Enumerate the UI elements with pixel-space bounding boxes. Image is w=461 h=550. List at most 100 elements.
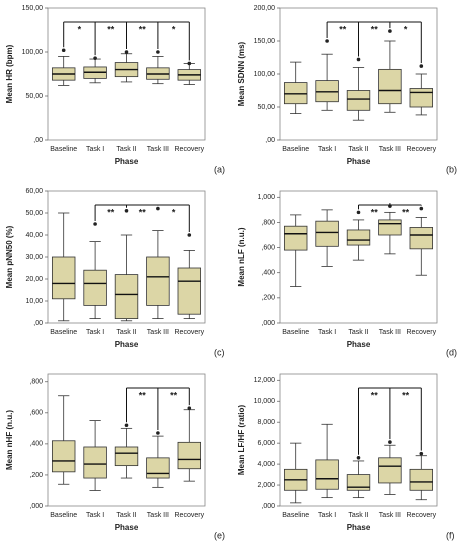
- box: [177, 441, 202, 470]
- plot-frame: [47, 373, 206, 507]
- box: [114, 274, 139, 320]
- outlier: [187, 61, 192, 66]
- outlier: [356, 57, 361, 62]
- box: [409, 227, 434, 250]
- y-axis-label: Mean HR (bpm): [5, 44, 14, 103]
- y-tick-label: 20,00: [25, 276, 43, 283]
- y-axis-label: Mean LF/HF (ratio): [237, 405, 246, 476]
- x-tick-label: Recovery: [407, 146, 437, 153]
- significance-label: **: [371, 207, 379, 217]
- significance-label: **: [170, 390, 178, 400]
- outlier: [187, 406, 192, 410]
- outlier: [156, 206, 160, 211]
- y-tick-label: ,00: [33, 320, 43, 327]
- x-axis-label: Phase: [347, 523, 371, 532]
- y-tick-label: 10,00: [25, 298, 43, 305]
- box: [283, 225, 308, 251]
- x-tick-label: Recovery: [175, 146, 205, 153]
- y-axis-label: Mean pNN50 (%): [5, 225, 14, 288]
- box: [315, 459, 339, 490]
- significance-label: *: [78, 24, 82, 34]
- y-tick-label: 2,000: [257, 482, 275, 489]
- outlier: [187, 233, 192, 237]
- significance-label: **: [107, 24, 115, 34]
- y-tick-label: 4,000: [257, 461, 275, 468]
- outlier: [356, 210, 361, 215]
- x-tick-label: Recovery: [407, 512, 437, 519]
- y-tick-label: 50,00: [25, 210, 43, 217]
- outlier: [124, 209, 129, 213]
- box: [378, 457, 402, 484]
- y-tick-label: ,600: [261, 244, 275, 251]
- significance-label: **: [339, 24, 347, 34]
- x-tick-label: Recovery: [175, 329, 205, 336]
- box: [146, 457, 170, 479]
- significance-label: **: [139, 390, 147, 400]
- y-tick-label: 8,000: [257, 419, 275, 426]
- panel-label: (b): [446, 164, 457, 174]
- x-tick-label: Baseline: [282, 329, 309, 336]
- x-tick-label: Task II: [348, 329, 368, 336]
- y-tick-label: 6,000: [257, 440, 275, 447]
- x-tick-label: Task III: [379, 146, 401, 153]
- box: [409, 88, 434, 108]
- y-tick-label: ,400: [29, 441, 43, 448]
- x-axis-label: Phase: [115, 340, 139, 349]
- x-tick-label: Task II: [116, 329, 136, 336]
- x-tick-label: Baseline: [50, 329, 77, 336]
- box: [346, 474, 371, 491]
- x-tick-label: Task II: [348, 512, 368, 519]
- y-tick-label: 30,00: [25, 254, 43, 261]
- y-tick-label: 200,00: [254, 5, 276, 12]
- y-tick-label: 100,00: [22, 49, 44, 56]
- y-tick-label: ,000: [261, 320, 275, 327]
- box: [315, 220, 339, 247]
- x-tick-label: Task I: [318, 329, 336, 336]
- y-tick-label: ,00: [33, 137, 43, 144]
- y-tick-label: 50,00: [257, 104, 275, 111]
- significance-label: **: [139, 24, 147, 34]
- y-tick-label: 150,00: [22, 5, 44, 12]
- outlier: [325, 39, 329, 43]
- y-tick-label: ,00: [265, 137, 275, 144]
- outlier: [388, 29, 392, 33]
- x-tick-label: Baseline: [50, 512, 77, 519]
- y-axis-label: Mean SDNN (ms): [237, 41, 246, 106]
- x-tick-label: Baseline: [282, 146, 309, 153]
- x-axis-label: Phase: [347, 157, 371, 166]
- y-axis-label: Mean nLF (n.u.): [237, 227, 246, 286]
- y-tick-label: ,000: [261, 503, 275, 510]
- x-tick-label: Task III: [147, 329, 169, 336]
- y-tick-label: ,800: [261, 219, 275, 226]
- box: [378, 68, 402, 105]
- outlier: [419, 206, 424, 211]
- significance-label: **: [371, 390, 379, 400]
- panel-label: (a): [214, 164, 225, 174]
- x-tick-label: Task I: [318, 512, 336, 519]
- x-tick-label: Baseline: [282, 512, 309, 519]
- x-tick-label: Task II: [116, 512, 136, 519]
- significance-label: **: [107, 207, 115, 217]
- outlier: [93, 56, 97, 60]
- box: [51, 256, 76, 300]
- plot-frame: [47, 7, 206, 141]
- x-tick-label: Task III: [379, 329, 401, 336]
- y-tick-label: ,000: [29, 503, 43, 510]
- y-tick-label: ,200: [29, 472, 43, 479]
- x-tick-label: Task II: [348, 146, 368, 153]
- y-tick-label: 150,00: [254, 38, 276, 45]
- x-tick-label: Task I: [318, 146, 336, 153]
- x-tick-label: Recovery: [175, 512, 205, 519]
- y-tick-label: 100,00: [254, 71, 276, 78]
- outlier: [156, 431, 160, 435]
- box: [114, 446, 139, 467]
- y-tick-label: 60,00: [25, 188, 43, 195]
- significance-label: **: [402, 390, 410, 400]
- box: [177, 267, 202, 315]
- plot-frame: [279, 190, 438, 324]
- x-axis-label: Phase: [115, 157, 139, 166]
- outlier: [93, 222, 97, 226]
- y-tick-label: ,400: [261, 270, 275, 277]
- box: [346, 90, 371, 111]
- panel-label: (d): [446, 347, 457, 357]
